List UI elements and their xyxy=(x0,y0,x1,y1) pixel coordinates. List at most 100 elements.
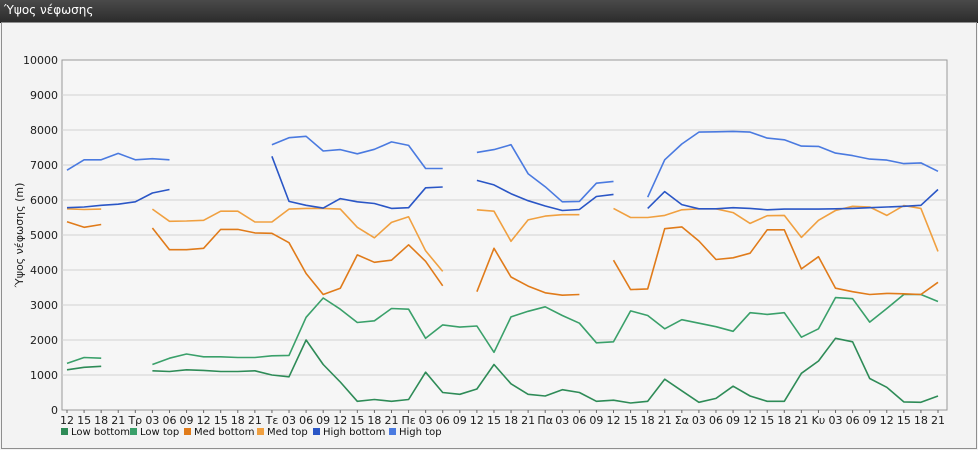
x-tick-label: 09 xyxy=(316,414,330,427)
legend-swatch xyxy=(389,427,396,435)
window-title: Ύψος νέφωσης xyxy=(4,3,94,17)
x-tick-label: 15 xyxy=(350,414,364,427)
series-line-med-top xyxy=(613,204,939,252)
series-line-high-top xyxy=(646,130,939,198)
y-tick-label: 7000 xyxy=(30,159,58,172)
x-tick-label: 15 xyxy=(77,414,91,427)
series-line-med-top xyxy=(151,207,444,272)
x-tick-label: 12 xyxy=(60,414,74,427)
y-tick-label: 3000 xyxy=(30,299,58,312)
series-line-low-bottom xyxy=(152,337,939,404)
x-tick-label: 06 xyxy=(572,414,586,427)
x-tick-label: 12 xyxy=(743,414,757,427)
y-tick-label: 5000 xyxy=(30,229,58,242)
legend-label: Med top xyxy=(267,427,308,438)
y-tick-label: 4000 xyxy=(30,264,58,277)
y-axis-label: Ύψος νέφωσης (m) xyxy=(13,183,26,289)
x-tick-label: 03 xyxy=(829,414,843,427)
series-line-high-top xyxy=(66,152,170,171)
x-tick-label: 06 xyxy=(162,414,176,427)
legend-item-high-top: High top xyxy=(389,427,442,441)
series-line-high-bottom xyxy=(66,188,170,209)
x-tick-label: 15 xyxy=(624,414,638,427)
legend-label: Low top xyxy=(140,427,180,438)
x-tick-label: 18 xyxy=(367,414,381,427)
y-tick-label: 0 xyxy=(51,404,58,417)
x-tick-label: 03 xyxy=(692,414,706,427)
legend-item-med-top: Med top xyxy=(257,427,308,441)
legend-label: Low bottom xyxy=(71,427,131,438)
x-tick-label: Πε xyxy=(401,414,415,427)
series-line-high-bottom xyxy=(476,179,614,212)
x-tick-label: 12 xyxy=(470,414,484,427)
x-tick-label: 18 xyxy=(641,414,655,427)
series-line-high-bottom xyxy=(271,156,443,210)
x-tick-label: 03 xyxy=(282,414,296,427)
series-line-med-bottom xyxy=(66,220,102,229)
x-tick-label: 18 xyxy=(94,414,108,427)
series-line-med-bottom xyxy=(476,247,580,297)
x-tick-label: 15 xyxy=(760,414,774,427)
series-line-med-bottom xyxy=(151,227,444,296)
x-tick-label: 09 xyxy=(726,414,740,427)
legend-label: High bottom xyxy=(323,427,386,438)
x-tick-label: 21 xyxy=(248,414,262,427)
y-tick-label: 6000 xyxy=(30,194,58,207)
y-tick-label: 10000 xyxy=(23,54,58,67)
legend-label: Med bottom xyxy=(194,427,255,438)
series-line-low-top xyxy=(66,356,102,365)
legend-item-med-bottom: Med bottom xyxy=(184,427,254,441)
x-tick-label: 21 xyxy=(384,414,398,427)
x-tick-label: 09 xyxy=(863,414,877,427)
x-axis-ticks: 12 15 18 21 Τρ 03 06 09 12 15 18 21 Τε 03 06 09 12 15 18 21… xyxy=(60,410,945,427)
x-tick-label: Κυ xyxy=(812,414,826,427)
x-tick-label: 12 xyxy=(607,414,621,427)
x-tick-label: 18 xyxy=(504,414,518,427)
x-tick-label: 09 xyxy=(180,414,194,427)
legend-swatch xyxy=(257,427,264,435)
x-tick-label: 18 xyxy=(231,414,245,427)
legend-item-low-top: Low top xyxy=(130,427,179,441)
x-tick-label: Πα xyxy=(537,414,553,427)
x-tick-label: 06 xyxy=(846,414,860,427)
legend-item-high-bottom: High bottom xyxy=(313,427,385,441)
x-tick-label: 15 xyxy=(897,414,911,427)
legend-swatch xyxy=(184,427,191,435)
x-tick-label: 18 xyxy=(914,414,928,427)
legend-item-low-bottom: Low bottom xyxy=(61,427,130,441)
series-line-high-top xyxy=(476,143,614,203)
x-tick-label: 06 xyxy=(436,414,450,427)
x-tick-label: 09 xyxy=(453,414,467,427)
x-tick-label: 21 xyxy=(521,414,535,427)
y-tick-label: 9000 xyxy=(30,89,58,102)
legend-swatch xyxy=(130,427,137,435)
x-tick-label: 15 xyxy=(214,414,228,427)
x-tick-label: 12 xyxy=(197,414,211,427)
x-tick-label: 12 xyxy=(880,414,894,427)
x-tick-label: 03 xyxy=(555,414,569,427)
x-tick-label: 21 xyxy=(658,414,672,427)
x-tick-label: 18 xyxy=(777,414,791,427)
x-tick-label: Τρ xyxy=(127,414,142,427)
x-tick-label: 15 xyxy=(487,414,501,427)
legend-label: High top xyxy=(399,427,442,438)
series-line-low-bottom xyxy=(66,365,102,371)
series-line-med-top xyxy=(66,208,102,211)
y-tick-label: 1000 xyxy=(30,369,58,382)
y-axis-ticks: 0 1000 2000 3000 4000 5000 6000 7000 8000 9000 100… xyxy=(23,54,58,417)
series-line-high-top xyxy=(271,135,443,170)
x-tick-label: 21 xyxy=(794,414,808,427)
x-tick-label: 06 xyxy=(709,414,723,427)
y-tick-label: 8000 xyxy=(30,124,58,137)
x-tick-label: 21 xyxy=(931,414,945,427)
series-lines xyxy=(66,130,939,404)
legend-swatch xyxy=(61,427,68,435)
x-tick-label: 03 xyxy=(145,414,159,427)
x-tick-label: 03 xyxy=(419,414,433,427)
series-line-low-top xyxy=(152,293,939,366)
x-tick-label: Σα xyxy=(675,414,689,427)
series-line-high-bottom xyxy=(647,188,939,211)
x-tick-label: 21 xyxy=(111,414,125,427)
